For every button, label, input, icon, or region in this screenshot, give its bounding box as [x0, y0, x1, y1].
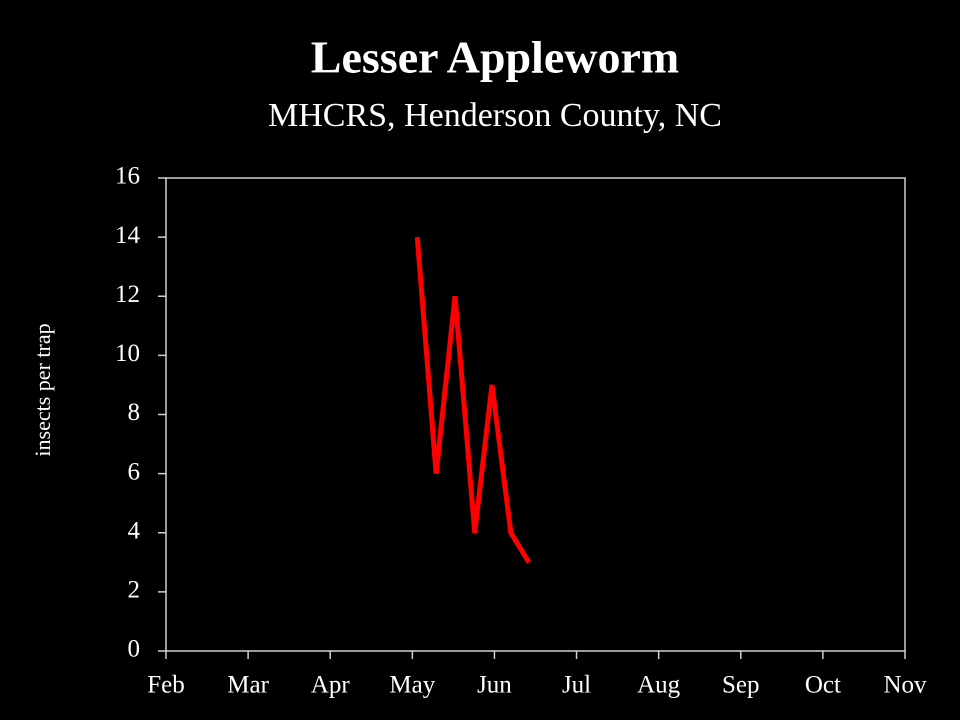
x-tick-label: Sep: [722, 672, 760, 699]
y-tick-label: 0: [128, 636, 141, 663]
y-axis-label: insects per trap: [30, 323, 55, 456]
y-tick-label: 8: [128, 399, 141, 426]
y-tick-label: 6: [128, 458, 141, 485]
chart-title: Lesser Appleworm: [311, 32, 679, 83]
y-tick-label: 2: [128, 577, 141, 604]
y-tick-label: 10: [115, 340, 140, 367]
x-tick-label: Feb: [147, 672, 185, 699]
x-tick-label: Apr: [311, 672, 351, 699]
y-tick-label: 12: [115, 281, 140, 308]
x-tick-label: Jul: [562, 672, 591, 699]
x-tick-label: Mar: [227, 672, 269, 699]
data-line: [414, 236, 532, 564]
x-tick-label: Aug: [637, 672, 681, 699]
y-tick-label: 16: [115, 163, 140, 190]
x-tick-label: Nov: [883, 672, 927, 699]
chart-subtitle: MHCRS, Henderson County, NC: [268, 97, 722, 134]
x-tick-label: Oct: [805, 672, 841, 699]
x-tick-label: May: [389, 672, 435, 699]
y-tick-label: 14: [115, 222, 141, 249]
y-tick-label: 4: [128, 517, 141, 544]
x-tick-label: Jun: [477, 672, 512, 699]
